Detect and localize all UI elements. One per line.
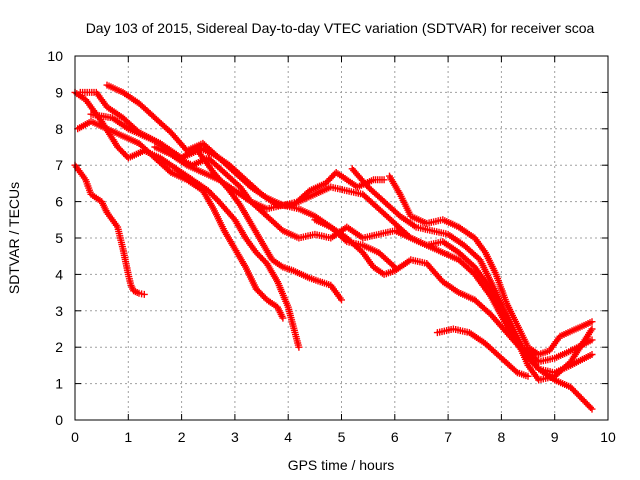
series-arc-12 <box>433 325 532 380</box>
x-tick-label: 9 <box>551 429 559 445</box>
y-tick-label: 2 <box>55 339 63 355</box>
series-arc-11 <box>386 172 596 358</box>
series-markers <box>103 81 596 366</box>
y-tick-label: 3 <box>55 303 63 319</box>
x-tick-label: 10 <box>600 429 616 445</box>
y-tick-label: 6 <box>55 194 63 210</box>
y-tick-label: 5 <box>55 230 63 246</box>
series-markers <box>348 165 596 384</box>
series-markers <box>386 172 596 358</box>
y-tick-label: 10 <box>47 48 63 64</box>
series-arc-10 <box>348 165 596 384</box>
series-markers <box>178 143 388 209</box>
x-tick-label: 8 <box>498 429 506 445</box>
series-arc-5 <box>87 110 399 271</box>
series-markers <box>433 325 532 380</box>
y-tick-label: 1 <box>55 376 63 392</box>
x-tick-label: 0 <box>71 429 79 445</box>
x-tick-label: 5 <box>338 429 346 445</box>
x-tick-label: 4 <box>284 429 292 445</box>
y-tick-labels: 0 1 2 3 4 5 6 7 8 9 10 <box>47 48 63 428</box>
series-arc-6 <box>103 81 596 366</box>
data-series <box>71 81 596 413</box>
chart-title: Day 103 of 2015, Sidereal Day-to-day VTE… <box>86 20 595 36</box>
series-markers <box>311 216 596 413</box>
y-tick-label: 8 <box>55 121 63 137</box>
x-axis-label: GPS time / hours <box>288 457 395 473</box>
x-tick-label: 3 <box>231 429 239 445</box>
x-tick-label: 2 <box>178 429 186 445</box>
series-arc-3 <box>74 118 287 322</box>
series-arc-8 <box>178 143 388 209</box>
series-markers <box>71 161 148 298</box>
series-markers <box>74 118 287 322</box>
series-line <box>106 84 593 363</box>
y-tick-label: 9 <box>55 84 63 100</box>
x-tick-label: 6 <box>391 429 399 445</box>
x-tick-labels: 0 1 2 3 4 5 6 7 8 9 10 <box>71 429 616 445</box>
y-tick-label: 7 <box>55 157 63 173</box>
x-tick-label: 7 <box>444 429 452 445</box>
series-arc-1 <box>71 161 148 298</box>
plot-frame <box>74 55 609 421</box>
y-axis-label: SDTVAR / TECUs <box>6 182 22 294</box>
series-arc-2 <box>71 88 303 351</box>
y-tick-label: 4 <box>55 266 63 282</box>
y-tick-label: 0 <box>55 412 63 428</box>
x-tick-label: 1 <box>124 429 132 445</box>
